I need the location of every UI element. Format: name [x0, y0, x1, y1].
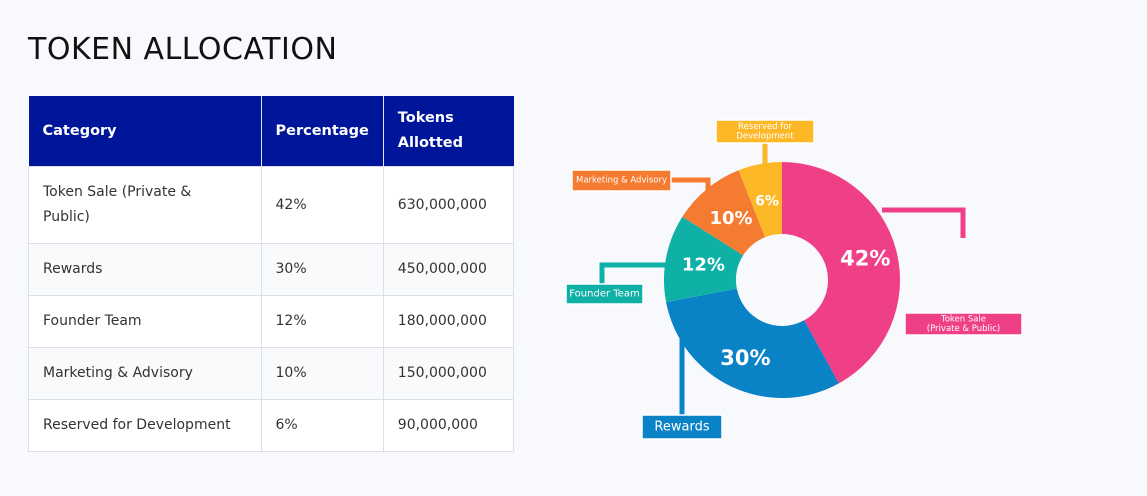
slice-value-label-rewards: 30%: [720, 346, 770, 370]
table-row: Reserved for Development 6% 90,000,000: [28, 399, 515, 452]
callout-label-founder-team: Founder Team: [569, 289, 639, 300]
tokens-cell: 630,000,000: [382, 166, 515, 244]
slice-value-label-marketing-advisory: 10%: [709, 208, 752, 229]
percentage-cell: 12%: [260, 295, 384, 348]
callout-line-token-sale-private-public: [882, 207, 966, 238]
tokens-cell: 180,000,000: [382, 295, 515, 348]
callout-label-token-sale-private-public: Token Sale: [940, 314, 986, 324]
tokens-cell: 450,000,000: [382, 243, 515, 296]
token-allocation-table: Category Percentage Tokens Allotted Toke…: [28, 96, 515, 452]
table-row: Rewards 30% 450,000,000: [28, 243, 515, 296]
slice-value-label-founder-team: 12%: [682, 255, 725, 276]
callout-label-marketing-advisory: Marketing & Advisory: [576, 176, 667, 186]
callout-label-reserved-for-development: Development: [736, 131, 794, 141]
donut-slice-founder-team: [664, 216, 744, 303]
column-header-category: Category: [28, 96, 262, 167]
callout-box-marketing-advisory: [571, 169, 672, 192]
donut-chart-svg: 42% 30% 12% 10%6% Token Sale(Private & Publi…: [565, 119, 1023, 440]
category-cell: Reserved for Development: [28, 399, 262, 452]
callout-line-founder-team: [599, 262, 670, 284]
column-header-tokens-allotted: Tokens Allotted: [383, 96, 514, 167]
category-cell: Token Sale (Private & Public): [28, 166, 262, 244]
callout-box-rewards: [641, 414, 723, 440]
page-title: TOKEN ALLOCATION: [28, 32, 338, 67]
donut-slice-reserved-for-development: [738, 162, 782, 238]
callout-box-founder-team: [565, 283, 644, 305]
category-cell: Founder Team: [28, 295, 262, 348]
callout-label-rewards: Rewards: [654, 420, 709, 435]
category-cell: Rewards: [28, 243, 262, 296]
donut-slice-token-sale-private-public: [782, 162, 900, 384]
callout-label-token-sale-private-public: (Private & Public): [927, 324, 1000, 334]
column-header-percentage: Percentage: [261, 96, 384, 167]
column-header-tokens-allotted-label: Tokens Allotted: [397, 110, 463, 151]
allocation-donut-chart: 42% 30% 12% 10% 6% Token Sale (Private & Publi…: [560, 110, 1030, 450]
percentage-cell: 6%: [260, 399, 384, 452]
table-row: Marketing & Advisory 10% 150,000,000: [28, 347, 515, 400]
callout-box-reserved-for-development: [715, 119, 815, 144]
category-text: Token Sale (Private & Public): [43, 184, 192, 225]
slice-value-label-token-sale-private-public: 42%: [840, 247, 890, 271]
donut-slice-marketing-advisory: [682, 170, 766, 256]
tokens-cell: 90,000,000: [382, 399, 515, 452]
slice-value-label-reserved-for-development: 6%: [755, 193, 779, 209]
percentage-cell: 30%: [260, 243, 384, 296]
table-row: Founder Team 12% 180,000,000: [28, 295, 515, 348]
table-row: Token Sale (Private & Public) 42% 630,00…: [28, 166, 515, 244]
percentage-cell: 42%: [260, 166, 384, 244]
callout-label-reserved-for-development: Reserved for: [738, 122, 792, 132]
category-cell: Marketing & Advisory: [28, 347, 262, 400]
donut-slice-rewards: [666, 288, 839, 398]
tokens-cell: 150,000,000: [382, 347, 515, 400]
callout-box-token-sale-private-public: [904, 312, 1023, 336]
table-header-row: Category Percentage Tokens Allotted: [28, 96, 514, 167]
percentage-cell: 10%: [260, 347, 384, 400]
